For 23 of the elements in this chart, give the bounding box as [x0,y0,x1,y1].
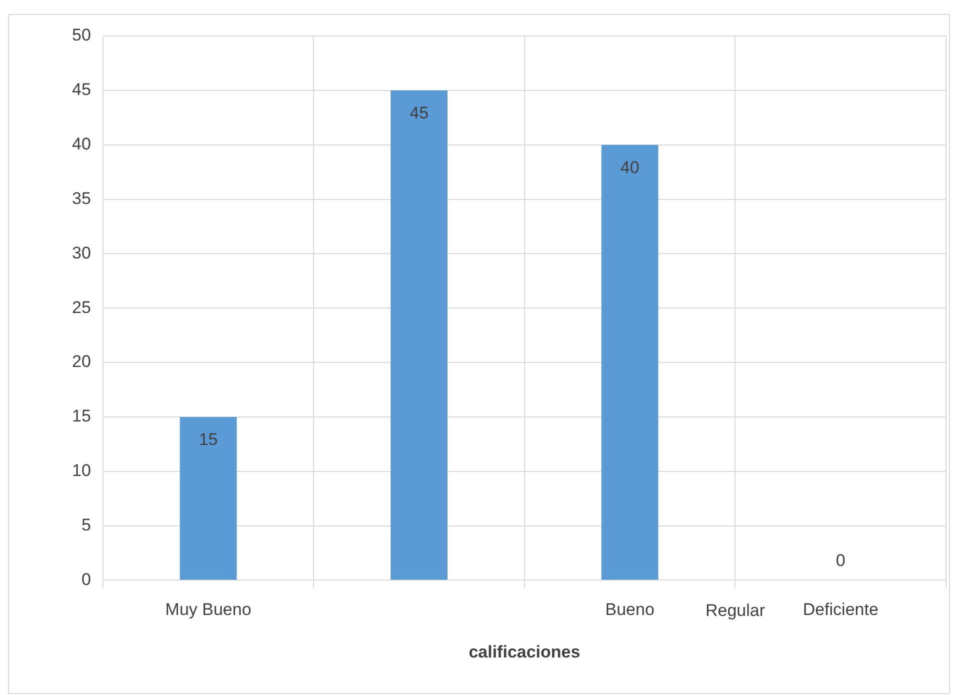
y-tick-label: 40 [72,134,91,154]
data-label: 0 [836,551,846,570]
text: Regular [705,601,766,620]
y-tick-label: 20 [72,352,91,372]
data-label: 45 [410,103,429,122]
y-tick-label: 5 [81,515,91,534]
y-tick-label: 0 [81,570,91,589]
y-tick-label: 45 [72,80,91,100]
bar [390,90,448,580]
x-tick-label: Bueno [605,600,654,620]
y-tick-label: 25 [72,298,91,317]
data-label: 15 [198,430,218,449]
x-axis-title: calificaciones [468,642,580,662]
data-label: 40 [620,158,640,177]
bar [601,144,658,580]
y-tick-label: 50 [72,26,91,45]
y-tick-label: 30 [72,243,91,262]
x-tick-label: Muy Bueno [165,600,252,620]
y-tick-label: 15 [72,406,91,426]
bar [180,416,237,580]
x-tick-label: Deficiente [802,600,878,620]
y-tick-label: 35 [72,188,91,208]
y-tick-label: 10 [72,461,91,480]
